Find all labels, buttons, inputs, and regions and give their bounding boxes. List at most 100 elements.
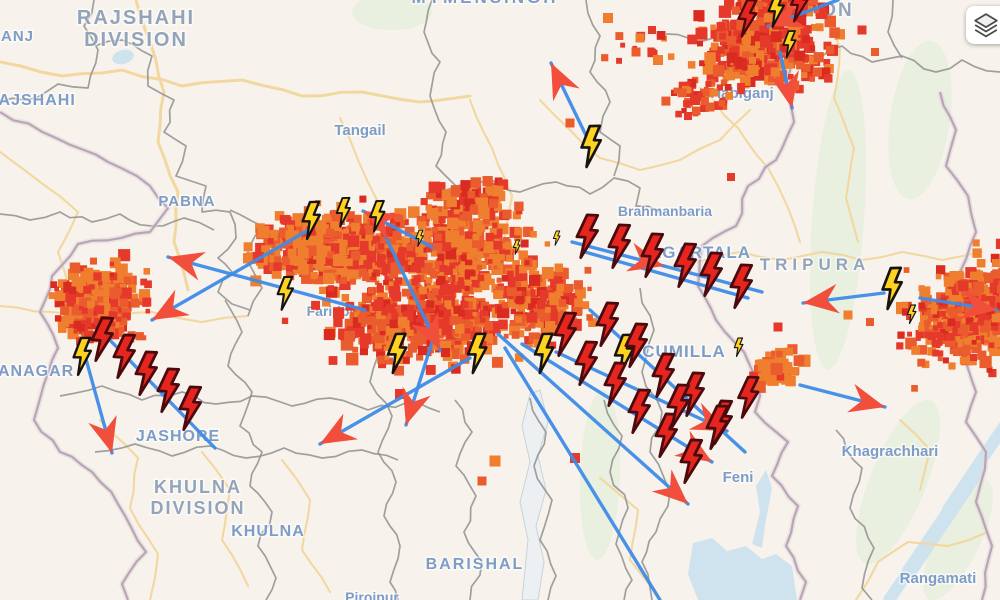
red-lightning-icon[interactable] xyxy=(603,361,628,408)
red-lightning-icon[interactable] xyxy=(651,352,676,399)
map-label: MYMENSINGH xyxy=(411,0,558,7)
map-label: ANJ xyxy=(1,28,34,45)
lightning-density-squares xyxy=(48,0,1000,486)
strike-square xyxy=(635,33,645,43)
red-lightning-icon[interactable] xyxy=(595,301,620,348)
yellow-lightning-icon[interactable] xyxy=(579,124,605,169)
yellow-lightning-icon[interactable] xyxy=(385,332,410,375)
yellow-lightning-icon[interactable] xyxy=(415,229,425,247)
arrowhead-icon xyxy=(959,289,997,320)
map-label: BARISHAL xyxy=(426,556,525,573)
strike-square xyxy=(603,13,613,23)
map-label: TRIPURA xyxy=(760,255,871,274)
yellow-lightning-icon[interactable] xyxy=(906,304,918,325)
red-lightning-icon[interactable] xyxy=(673,242,698,289)
yellow-lightning-icon[interactable] xyxy=(368,199,388,233)
red-lightning-icon[interactable] xyxy=(737,0,758,38)
strike-square xyxy=(705,102,715,112)
map-label: Pirojpur xyxy=(345,589,399,600)
arrowhead-icon xyxy=(411,311,440,350)
layers-control[interactable] xyxy=(966,6,1000,44)
layers-icon xyxy=(974,13,998,38)
river xyxy=(519,389,549,600)
red-lightning-icon[interactable] xyxy=(134,350,159,397)
yellow-lightning-icon[interactable] xyxy=(733,337,745,358)
pond xyxy=(112,49,134,65)
red-lightning-icon[interactable] xyxy=(679,438,704,485)
red-lightning-icon[interactable] xyxy=(156,367,181,414)
yellow-lightning-icon[interactable] xyxy=(512,239,521,255)
yellow-lightning-icon[interactable] xyxy=(335,196,354,228)
yellow-lightning-icon[interactable] xyxy=(532,332,557,375)
red-lightning-icon[interactable] xyxy=(666,383,691,430)
red-lightning-icon[interactable] xyxy=(575,213,600,260)
lake xyxy=(942,420,1000,516)
arrowhead-icon xyxy=(363,211,402,241)
arrowhead-icon xyxy=(152,289,191,320)
map-label: AGARTALA xyxy=(649,243,751,262)
red-lightning-icon[interactable] xyxy=(705,404,730,451)
lake xyxy=(883,526,941,600)
strike-square xyxy=(857,25,867,35)
red-lightning-icon[interactable] xyxy=(640,232,665,279)
strike-square xyxy=(489,455,501,467)
red-lightning-icon[interactable] xyxy=(729,263,754,310)
map-label: CUMILLA xyxy=(642,342,725,361)
strike-square xyxy=(773,322,783,332)
arrowhead-icon xyxy=(651,469,688,504)
strike-square xyxy=(866,318,874,326)
map-label: DIVISION xyxy=(150,498,245,518)
lightning-strike-markers[interactable] xyxy=(71,0,918,485)
strike-square xyxy=(843,310,853,320)
map-label: RAJSHAHI xyxy=(0,92,76,109)
yellow-lightning-icon[interactable] xyxy=(552,230,561,246)
water-bodies xyxy=(112,49,1000,600)
red-lightning-icon[interactable] xyxy=(112,333,137,380)
red-lightning-icon[interactable] xyxy=(624,322,649,369)
strike-square xyxy=(631,47,641,57)
red-lightning-icon[interactable] xyxy=(574,340,599,387)
strike-square xyxy=(690,95,700,105)
red-lightning-icon[interactable] xyxy=(627,388,652,435)
yellow-lightning-icon[interactable] xyxy=(275,275,296,311)
estuary xyxy=(752,470,772,548)
arrowhead-icon xyxy=(551,63,580,102)
red-lightning-icon[interactable] xyxy=(607,223,632,270)
red-lightning-icon[interactable] xyxy=(737,375,761,419)
red-lightning-icon[interactable] xyxy=(789,0,810,23)
yellow-lightning-icon[interactable] xyxy=(880,266,906,311)
strike-square xyxy=(477,476,487,486)
red-lightning-icon[interactable] xyxy=(90,316,115,363)
arrowhead-icon xyxy=(168,251,207,281)
map-label: Rangamati xyxy=(900,570,977,587)
arrowhead-icon xyxy=(402,386,431,425)
map-label: Tangail xyxy=(334,122,385,139)
yellow-lightning-icon[interactable] xyxy=(766,0,787,28)
map-label: DIVISION xyxy=(84,29,188,51)
strike-square xyxy=(395,389,405,399)
yellow-lightning-icon[interactable] xyxy=(300,200,324,241)
arrowhead-icon xyxy=(768,0,807,28)
red-lightning-icon[interactable] xyxy=(553,311,578,358)
yellow-lightning-icon[interactable] xyxy=(71,336,95,377)
yellow-lightning-icon[interactable] xyxy=(465,332,490,375)
map-label: Feni xyxy=(723,469,754,486)
arrowhead-icon xyxy=(803,284,840,314)
estuary xyxy=(688,538,797,600)
yellow-lightning-icon[interactable] xyxy=(781,30,798,59)
red-lightning-icon[interactable] xyxy=(699,251,724,298)
map-label: RAJSHAHI xyxy=(77,7,195,29)
strike-square xyxy=(727,173,735,181)
map-label: ANAGAR xyxy=(0,363,74,380)
strike-square xyxy=(565,118,575,128)
map-label: Brahmanbaria xyxy=(618,203,712,219)
map-label: PABNA xyxy=(158,193,215,210)
arrowhead-icon xyxy=(847,383,885,413)
red-lightning-icon[interactable] xyxy=(178,385,203,432)
strike-square xyxy=(648,26,656,34)
strike-square xyxy=(684,112,692,120)
strike-square xyxy=(653,55,663,65)
